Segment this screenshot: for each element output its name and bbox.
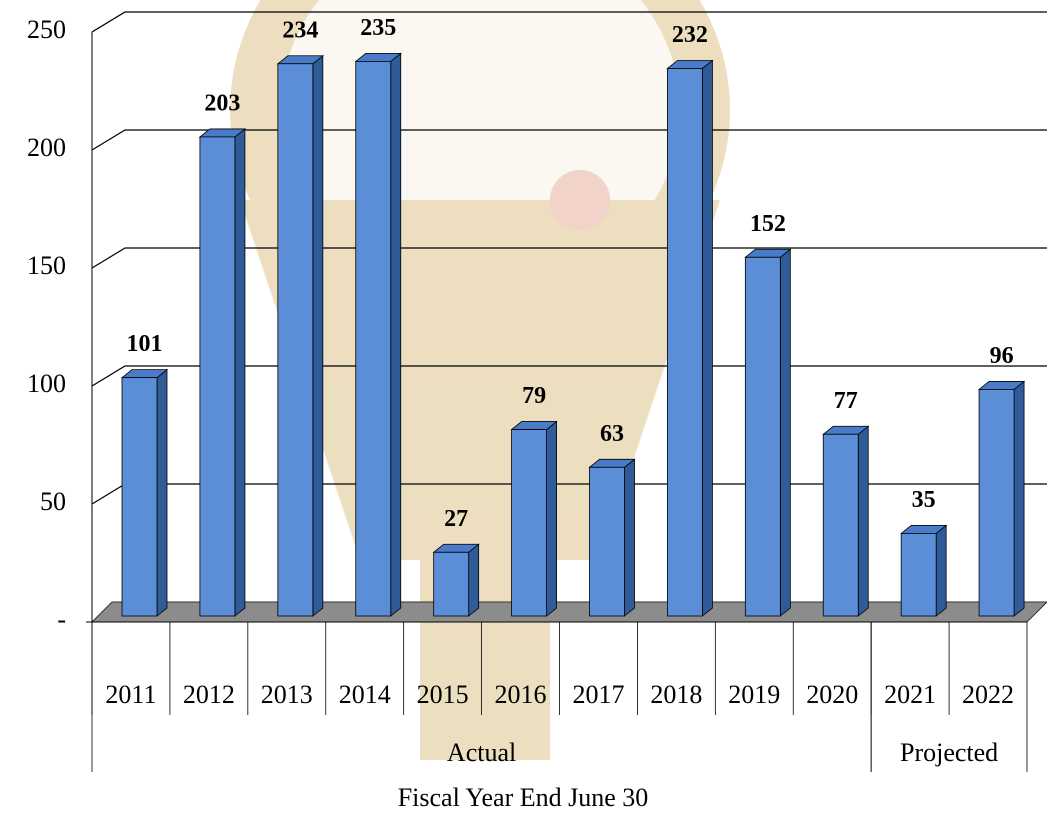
bar-side: [235, 129, 245, 616]
value-label: 79: [522, 383, 546, 409]
bar: [667, 68, 702, 616]
value-label: 235: [360, 15, 396, 41]
x-tick-label: 2020: [806, 680, 858, 709]
bar: [200, 137, 235, 616]
bar: [122, 378, 157, 616]
bar-side: [936, 525, 946, 616]
value-label: 35: [912, 487, 936, 513]
y-tick-label: -: [57, 605, 66, 634]
bar-side: [780, 249, 790, 616]
x-tick-label: 2014: [339, 680, 391, 709]
bar-side: [625, 459, 635, 616]
bar-side: [313, 56, 323, 616]
bar-side: [157, 370, 167, 616]
bar: [745, 257, 780, 616]
x-tick-label: 2011: [105, 680, 156, 709]
value-label: 101: [127, 331, 163, 357]
value-label: 27: [444, 506, 468, 532]
x-tick-label: 2019: [728, 680, 780, 709]
bar-side: [858, 426, 868, 616]
x-tick-label: 2021: [884, 680, 936, 709]
y-tick-label: 150: [27, 251, 66, 280]
x-tick-label: 2013: [261, 680, 313, 709]
y-tick-label: 100: [27, 369, 66, 398]
x-tick-label: 2012: [183, 680, 235, 709]
bar-side: [547, 422, 557, 616]
bar: [356, 61, 391, 616]
y-tick-label: 50: [40, 487, 66, 516]
chart: Fiscal Year End June 30 - 50 100 150 200 250 1…: [0, 0, 1047, 819]
bar-side: [391, 53, 401, 616]
group-label: Actual: [447, 738, 516, 767]
bar-side: [469, 544, 479, 616]
y-tick-label: 250: [27, 15, 66, 44]
bar: [512, 430, 547, 616]
value-label: 203: [204, 90, 240, 116]
value-label: 63: [600, 421, 624, 447]
x-tick-label: 2015: [417, 680, 469, 709]
value-label: 232: [672, 22, 708, 48]
value-label: 152: [750, 211, 786, 237]
bar: [901, 533, 936, 616]
bar: [278, 64, 313, 616]
bar: [823, 434, 858, 616]
bar-side: [702, 60, 712, 616]
group-label: Projected: [900, 738, 998, 767]
x-tick-label: 2022: [962, 680, 1014, 709]
y-axis-back: [92, 12, 125, 32]
x-tick-label: 2016: [495, 680, 547, 709]
x-tick-label: 2017: [572, 680, 624, 709]
x-tick-label: 2018: [650, 680, 702, 709]
bar: [590, 467, 625, 616]
x-axis-title: Fiscal Year End June 30: [398, 783, 649, 812]
bar: [979, 389, 1014, 616]
bar-side: [1014, 381, 1024, 616]
value-label: 96: [990, 343, 1014, 369]
value-label: 234: [282, 17, 318, 43]
bar: [434, 552, 469, 616]
y-tick-label: 200: [27, 133, 66, 162]
value-label: 77: [834, 388, 858, 414]
